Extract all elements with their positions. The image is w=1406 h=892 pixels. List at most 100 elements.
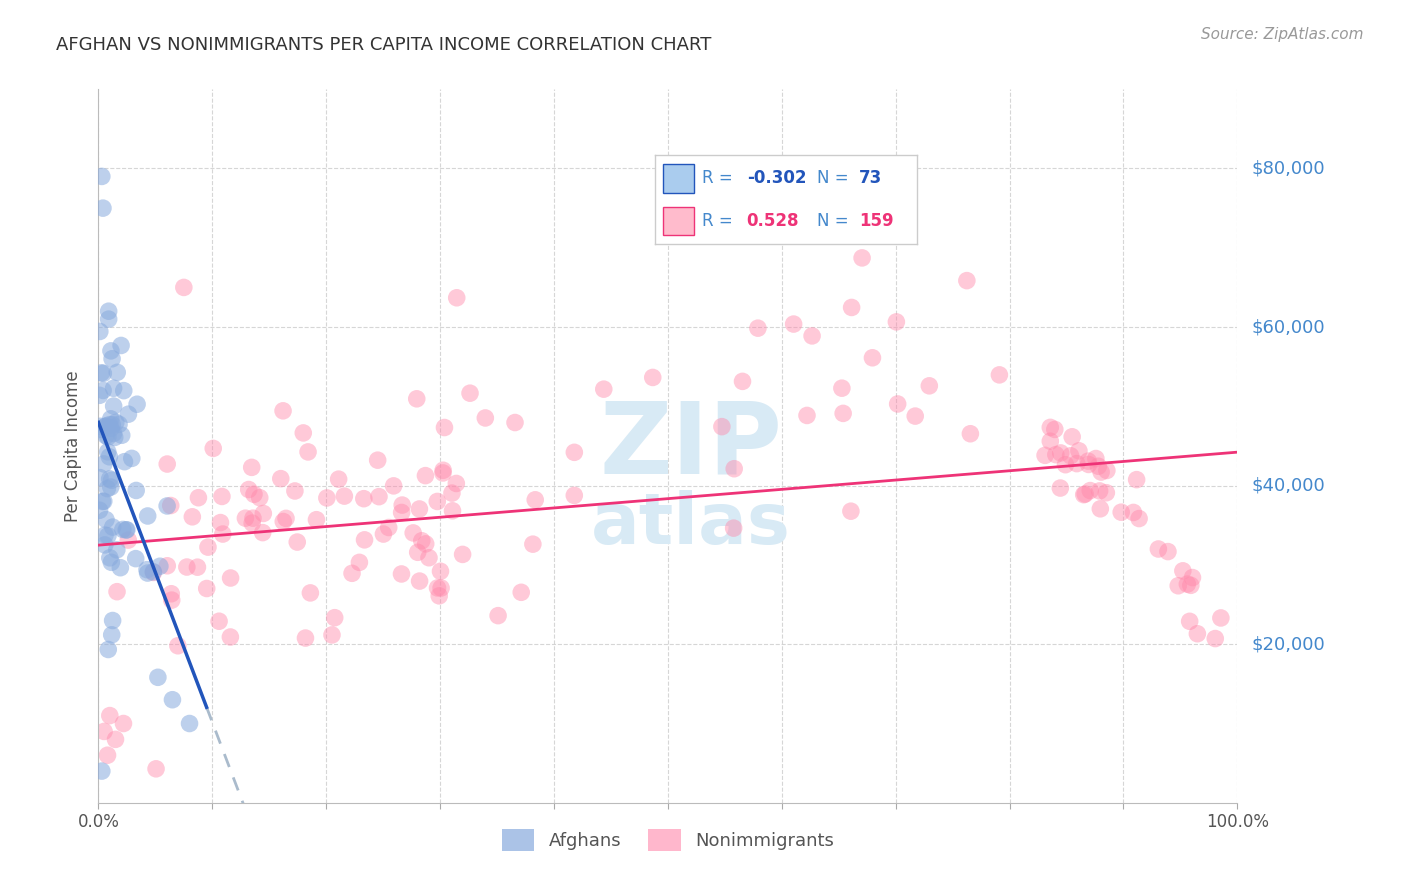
Point [100,412,122,426]
Point [1095,463,1118,477]
Point [270,472,292,486]
Text: atlas: atlas [591,490,790,559]
Point [747,321,769,335]
Point [125,551,148,566]
Text: N =: N = [817,212,855,230]
Point [1054,458,1077,472]
Y-axis label: Per Capita Income: Per Capita Income [65,370,83,522]
Point [89,388,111,402]
Point [105,584,128,599]
Point [90,764,112,778]
Point [1167,579,1189,593]
Point [427,589,450,603]
Point [285,535,308,549]
Point [1073,488,1095,502]
Point [1066,457,1088,471]
Point [104,430,127,444]
Point [105,542,128,557]
Point [1147,541,1170,556]
Point [121,451,143,466]
Point [426,494,449,508]
Point [918,379,941,393]
Point [432,466,454,480]
Text: $40,000: $40,000 [1251,476,1324,495]
Point [796,409,818,423]
Point [90,366,112,380]
Point [418,550,440,565]
Point [1171,564,1194,578]
Point [94,513,117,527]
Point [321,628,343,642]
Point [160,593,183,607]
Point [111,523,134,537]
Point [353,491,375,506]
Point [886,315,908,329]
Point [524,492,547,507]
Point [89,419,111,434]
Point [1078,483,1101,498]
Point [145,762,167,776]
Point [451,548,474,562]
Point [522,537,544,551]
Point [91,384,114,398]
Point [349,555,371,569]
Point [510,585,533,599]
Point [1062,430,1084,444]
Text: AFGHAN VS NONIMMIGRANTS PER CAPITA INCOME CORRELATION CHART: AFGHAN VS NONIMMIGRANTS PER CAPITA INCOM… [56,36,711,54]
Point [433,420,456,434]
Point [832,406,855,420]
Text: Source: ZipAtlas.com: Source: ZipAtlas.com [1201,27,1364,42]
Point [208,614,231,628]
Point [105,365,128,379]
Point [93,494,115,508]
Point [333,489,356,503]
Text: N =: N = [817,169,855,187]
Point [446,476,468,491]
Point [249,491,271,505]
Point [1067,443,1090,458]
Text: ZIP: ZIP [599,398,782,494]
Point [440,486,463,500]
Point [367,453,389,467]
Text: 0.528: 0.528 [747,212,799,230]
Point [340,566,363,581]
Point [93,724,115,739]
Point [159,499,181,513]
Point [136,563,159,577]
Point [252,507,274,521]
Legend: Afghans, Nonimmigrants: Afghans, Nonimmigrants [495,822,841,858]
Point [1059,449,1081,463]
Point [98,450,121,464]
Point [299,586,322,600]
Point [94,538,117,552]
Point [100,555,122,569]
Point [146,670,169,684]
Point [1045,448,1067,462]
Point [103,399,125,413]
Point [235,511,257,525]
Point [284,483,307,498]
Point [1039,420,1062,434]
Point [101,520,124,534]
Point [108,417,131,432]
Point [142,566,165,580]
Point [1077,458,1099,472]
Point [723,461,745,475]
Point [197,540,219,554]
Point [1088,483,1111,498]
Point [429,564,451,578]
Point [114,455,136,469]
Point [149,559,172,574]
Point [1128,511,1150,525]
Point [97,529,120,543]
Point [1049,446,1071,460]
Text: $80,000: $80,000 [1251,160,1324,178]
Point [156,457,179,471]
Point [91,201,114,215]
Point [839,504,862,518]
Point [100,480,122,494]
Point [415,537,437,551]
Point [100,343,122,358]
Point [1087,459,1109,474]
Point [117,407,139,421]
